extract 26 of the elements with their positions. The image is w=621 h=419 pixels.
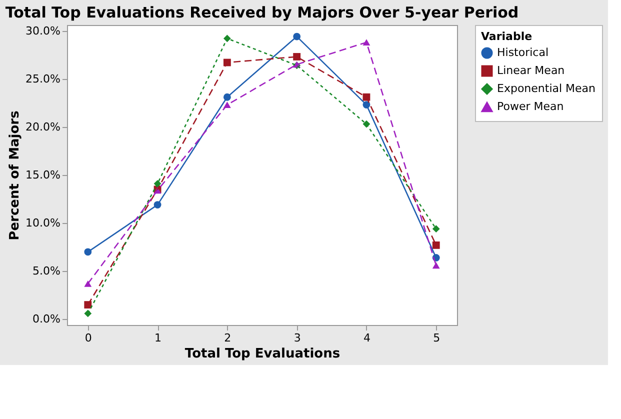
y-tick-label: 10.0%	[26, 216, 60, 230]
legend-label: Linear Mean	[497, 64, 565, 77]
point	[432, 241, 440, 249]
legend-title: Variable	[481, 30, 532, 43]
y-tick-label: 5.0%	[32, 264, 60, 278]
point	[432, 225, 440, 233]
point	[84, 280, 92, 287]
legend-label: Historical	[497, 46, 549, 59]
x-tick-label: 3	[294, 332, 301, 344]
y-axis-title: Percent of Majors	[8, 110, 23, 240]
y-tick-label: 15.0%	[26, 168, 60, 182]
x-tick-label: 1	[154, 332, 162, 344]
y-tick-label: 20.0%	[26, 120, 60, 134]
x-tick-label: 0	[84, 332, 92, 344]
chart-title: Total Top Evaluations Received by Majors Over 5-year Period	[5, 4, 519, 22]
x-tick-label: 5	[433, 332, 440, 344]
x-tick-label: 2	[224, 332, 232, 344]
y-tick-label: 0.0%	[32, 312, 60, 326]
point	[432, 262, 440, 269]
x-axis-title: Total Top Evaluations	[184, 346, 340, 362]
legend-label: Exponential Mean	[497, 82, 596, 95]
y-tick-label: 30.0%	[26, 24, 60, 38]
point	[293, 53, 301, 60]
y-tick-label: 25.0%	[26, 72, 60, 86]
x-tick-label: 4	[363, 332, 370, 344]
legend-label: Power Mean	[497, 100, 564, 113]
